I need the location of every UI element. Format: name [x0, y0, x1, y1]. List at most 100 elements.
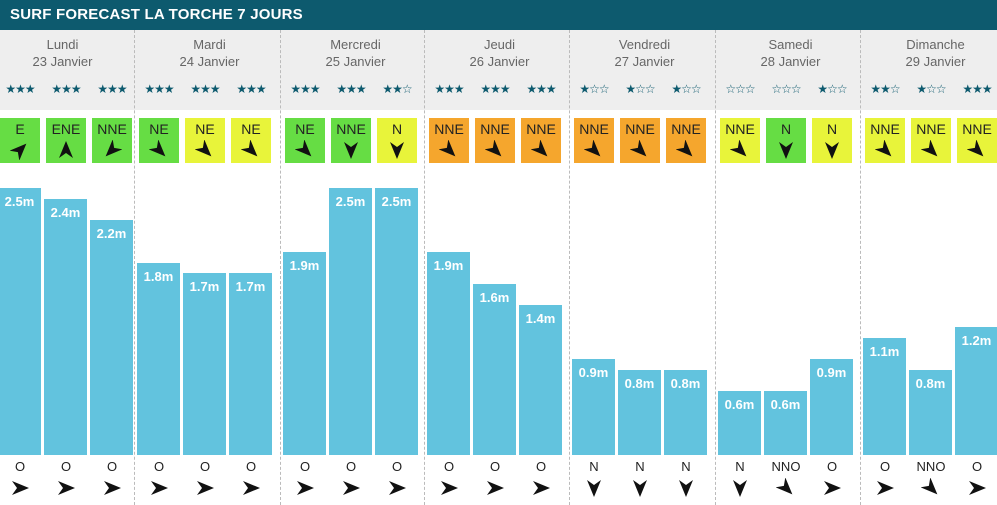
- swell-direction-label: N: [735, 459, 745, 474]
- swell-direction-label: O: [826, 459, 838, 474]
- wind-arrow-icon: [390, 142, 404, 159]
- wave-height-bar: 0.6m: [718, 391, 761, 455]
- day-date: 23 Janvier: [32, 54, 93, 69]
- wind-indicator: NNE: [475, 118, 515, 163]
- wind-indicator: NNE: [957, 118, 997, 163]
- swell-arrow: [56, 478, 76, 503]
- wind-direction-label: NNE: [480, 121, 510, 137]
- forecast-period: ★☆☆ N 0.9m O: [810, 0, 854, 505]
- wave-height-label: 1.2m: [961, 333, 992, 348]
- swell-direction-label: O: [345, 459, 357, 474]
- wind-direction-label: NNE: [434, 121, 464, 137]
- wind-direction-label: NNE: [870, 121, 900, 137]
- swell-direction-label: N: [681, 459, 691, 474]
- wind-indicator: NNE: [620, 118, 660, 163]
- wave-height-bar: 1.9m: [283, 252, 326, 455]
- swell-arrow-icon: [824, 481, 841, 495]
- forecast-period: ★☆☆ NNE 0.8m NNO: [909, 0, 953, 505]
- rating-stars: ★★★: [5, 82, 35, 96]
- forecast-period: ★★★ NE 1.8m O: [137, 0, 181, 505]
- swell-arrow-icon: [533, 481, 550, 495]
- rating-stars: ☆☆☆: [725, 82, 755, 96]
- wind-direction-label: NNE: [579, 121, 609, 137]
- wave-height-bar: 0.8m: [664, 370, 707, 455]
- swell-arrow: [531, 478, 551, 503]
- day-name: Lundi: [46, 37, 79, 52]
- wind-arrow-icon: [676, 140, 693, 157]
- wind-direction-label: NNE: [671, 121, 701, 137]
- swell-arrow: [920, 477, 941, 503]
- swell-arrow: [967, 478, 987, 503]
- wind-indicator: ENE: [46, 118, 86, 163]
- swell-arrow-icon: [679, 480, 693, 497]
- wave-height-label: 0.6m: [724, 397, 755, 412]
- forecast-period: ★★★ NNE 2.5m O: [329, 0, 373, 505]
- wind-indicator: NNE: [429, 118, 469, 163]
- swell-arrow: [584, 478, 604, 503]
- swell-arrow: [676, 478, 696, 503]
- day-name: Samedi: [768, 37, 813, 52]
- rating-stars: ★★★: [51, 82, 81, 96]
- wind-arrow-icon: [630, 140, 647, 157]
- rating-stars: ★☆☆: [916, 82, 946, 96]
- swell-direction-label: O: [971, 459, 983, 474]
- wind-arrow-icon: [584, 140, 601, 157]
- wave-height-bar: 1.9m: [427, 252, 470, 455]
- wind-indicator: N: [766, 118, 806, 163]
- wind-indicator: N: [812, 118, 852, 163]
- rating-stars: ★★★: [526, 82, 556, 96]
- rating-stars: ★★★: [290, 82, 320, 96]
- swell-direction-label: O: [153, 459, 165, 474]
- wave-height-bar: 0.9m: [810, 359, 853, 455]
- forecast-period: ☆☆☆ N 0.6m NNO: [764, 0, 808, 505]
- wave-height-bar: 2.5m: [0, 188, 41, 455]
- wind-indicator: NNE: [666, 118, 706, 163]
- wave-height-label: 2.5m: [381, 194, 412, 209]
- wind-direction-label: N: [391, 121, 403, 137]
- wind-arrow-icon: [779, 142, 793, 159]
- rating-stars: ★★☆: [870, 82, 900, 96]
- swell-arrow: [775, 477, 796, 503]
- swell-direction-label: O: [879, 459, 891, 474]
- rating-stars: ★★☆: [382, 82, 412, 96]
- wave-height-label: 2.5m: [4, 194, 35, 209]
- rating-stars: ★★★: [336, 82, 366, 96]
- wave-height-bar: 0.9m: [572, 359, 615, 455]
- rating-stars: ★☆☆: [579, 82, 609, 96]
- wave-height-label: 0.9m: [816, 365, 847, 380]
- swell-arrow-icon: [151, 481, 168, 495]
- rating-stars: ★★★: [97, 82, 127, 96]
- wave-height-label: 0.8m: [670, 376, 701, 391]
- wave-height-bar: 0.8m: [618, 370, 661, 455]
- swell-arrow: [149, 478, 169, 503]
- wind-direction-label: NNE: [725, 121, 755, 137]
- rating-stars: ☆☆☆: [771, 82, 801, 96]
- swell-arrow-icon: [12, 481, 29, 495]
- swell-arrow-icon: [297, 481, 314, 495]
- wind-indicator: NNE: [865, 118, 905, 163]
- swell-direction-label: O: [489, 459, 501, 474]
- swell-arrow-icon: [343, 481, 360, 495]
- wave-height-bar: 1.6m: [473, 284, 516, 455]
- swell-arrow-icon: [58, 481, 75, 495]
- wind-direction-label: NE: [195, 121, 215, 137]
- wave-height-bar: 0.6m: [764, 391, 807, 455]
- wind-arrow-icon: [825, 142, 839, 159]
- swell-arrow: [630, 478, 650, 503]
- wind-indicator: NNE: [911, 118, 951, 163]
- day-header-strip: Lundi 23 Janvier Mardi 24 Janvier Mercredi 25…: [0, 30, 997, 110]
- wind-indicator: NNE: [574, 118, 614, 163]
- wind-arrow-icon: [195, 140, 212, 157]
- rating-stars: ★☆☆: [817, 82, 847, 96]
- wind-arrow-icon: [439, 140, 456, 157]
- day-name: Vendredi: [618, 37, 671, 52]
- day-name: Jeudi: [483, 37, 516, 52]
- wind-indicator: NE: [231, 118, 271, 163]
- wind-arrow-icon: [485, 140, 502, 157]
- wind-indicator: NNE: [521, 118, 561, 163]
- wave-height-label: 1.7m: [235, 279, 266, 294]
- wind-indicator: NNE: [720, 118, 760, 163]
- day-date: 24 Janvier: [179, 54, 240, 69]
- swell-direction-label: O: [60, 459, 72, 474]
- wind-arrow-icon: [967, 140, 984, 157]
